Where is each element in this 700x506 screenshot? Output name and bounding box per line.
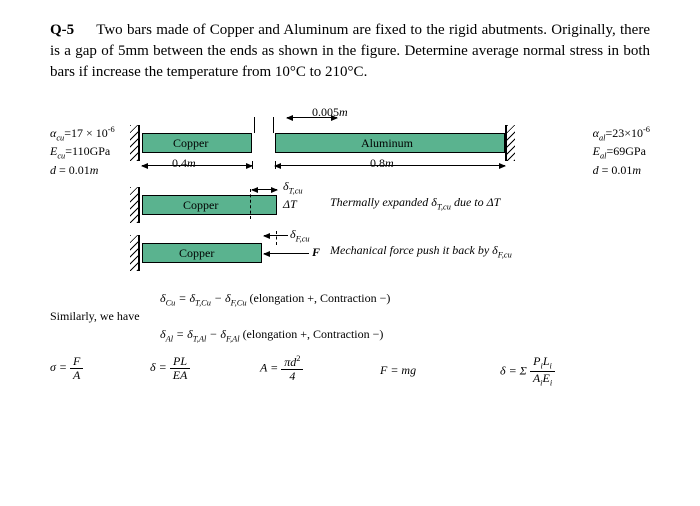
similarly: Similarly, we have: [50, 309, 140, 324]
left-wall-2: [130, 187, 140, 223]
copper-label-2: Copper: [183, 198, 218, 213]
figure-area: αcu=17 × 10-6 Ecu=110GPa d = 0.01m αal=2…: [50, 101, 650, 461]
question-body: Two bars made of Copper and Aluminum are…: [50, 22, 650, 80]
question-text: Q-5 Two bars made of Copper and Aluminum…: [50, 20, 650, 83]
formula-sum: δ = Σ PiLi AiEi: [500, 355, 555, 388]
deriv-line-2: δAl = δT,Al − δF,Al (elongation +, Contr…: [160, 327, 383, 343]
question-number: Q-5: [50, 22, 74, 38]
delta-fcu: δF,cu: [290, 227, 310, 243]
gap-dim: 0.005m: [312, 105, 348, 120]
al-alpha: αal=23×10-6: [593, 125, 650, 144]
copper-bar-3: Copper: [142, 243, 262, 263]
al-E: Eal=69GPa: [593, 144, 650, 162]
copper-bar-1: Copper: [142, 133, 252, 153]
al-d: d = 0.01m: [593, 163, 650, 179]
copper-props: αcu=17 × 10-6 Ecu=110GPa d = 0.01m: [50, 125, 115, 178]
copper-d: d = 0.01m: [50, 163, 115, 179]
copper-label-1: Copper: [173, 136, 208, 151]
copper-alpha: αcu=17 × 10-6: [50, 125, 115, 144]
formula-sigma: σ = FA: [50, 355, 83, 381]
left-wall-3: [130, 235, 140, 271]
aluminum-props: αal=23×10-6 Eal=69GPa d = 0.01m: [593, 125, 650, 178]
mech-note: Mechanical force push it back by δF,cu: [330, 243, 512, 259]
thermal-note: Thermally expanded δT,cu due to ΔT: [330, 195, 500, 211]
force-F: F: [312, 245, 320, 260]
left-wall: [130, 125, 140, 161]
delta-tcu: δT,cu: [283, 179, 303, 195]
delta-T: ΔT: [283, 197, 297, 212]
aluminum-label-1: Aluminum: [361, 136, 413, 151]
cu-length-dim: [142, 165, 252, 166]
aluminum-bar-1: Aluminum: [275, 133, 505, 153]
copper-E: Ecu=110GPa: [50, 144, 115, 162]
formula-force: F = mg: [380, 363, 416, 378]
formula-area: A = πd24: [260, 355, 303, 382]
copper-label-3: Copper: [179, 246, 214, 261]
cu-length-label: 0.4m: [172, 156, 196, 171]
formula-delta: δ = PLEA: [150, 355, 190, 381]
deriv-line-1: δCu = δT,Cu − δF,Cu (elongation +, Contr…: [160, 291, 390, 307]
al-length-label: 0.8m: [370, 156, 394, 171]
copper-bar-2: Copper: [142, 195, 277, 215]
right-wall: [505, 125, 515, 161]
